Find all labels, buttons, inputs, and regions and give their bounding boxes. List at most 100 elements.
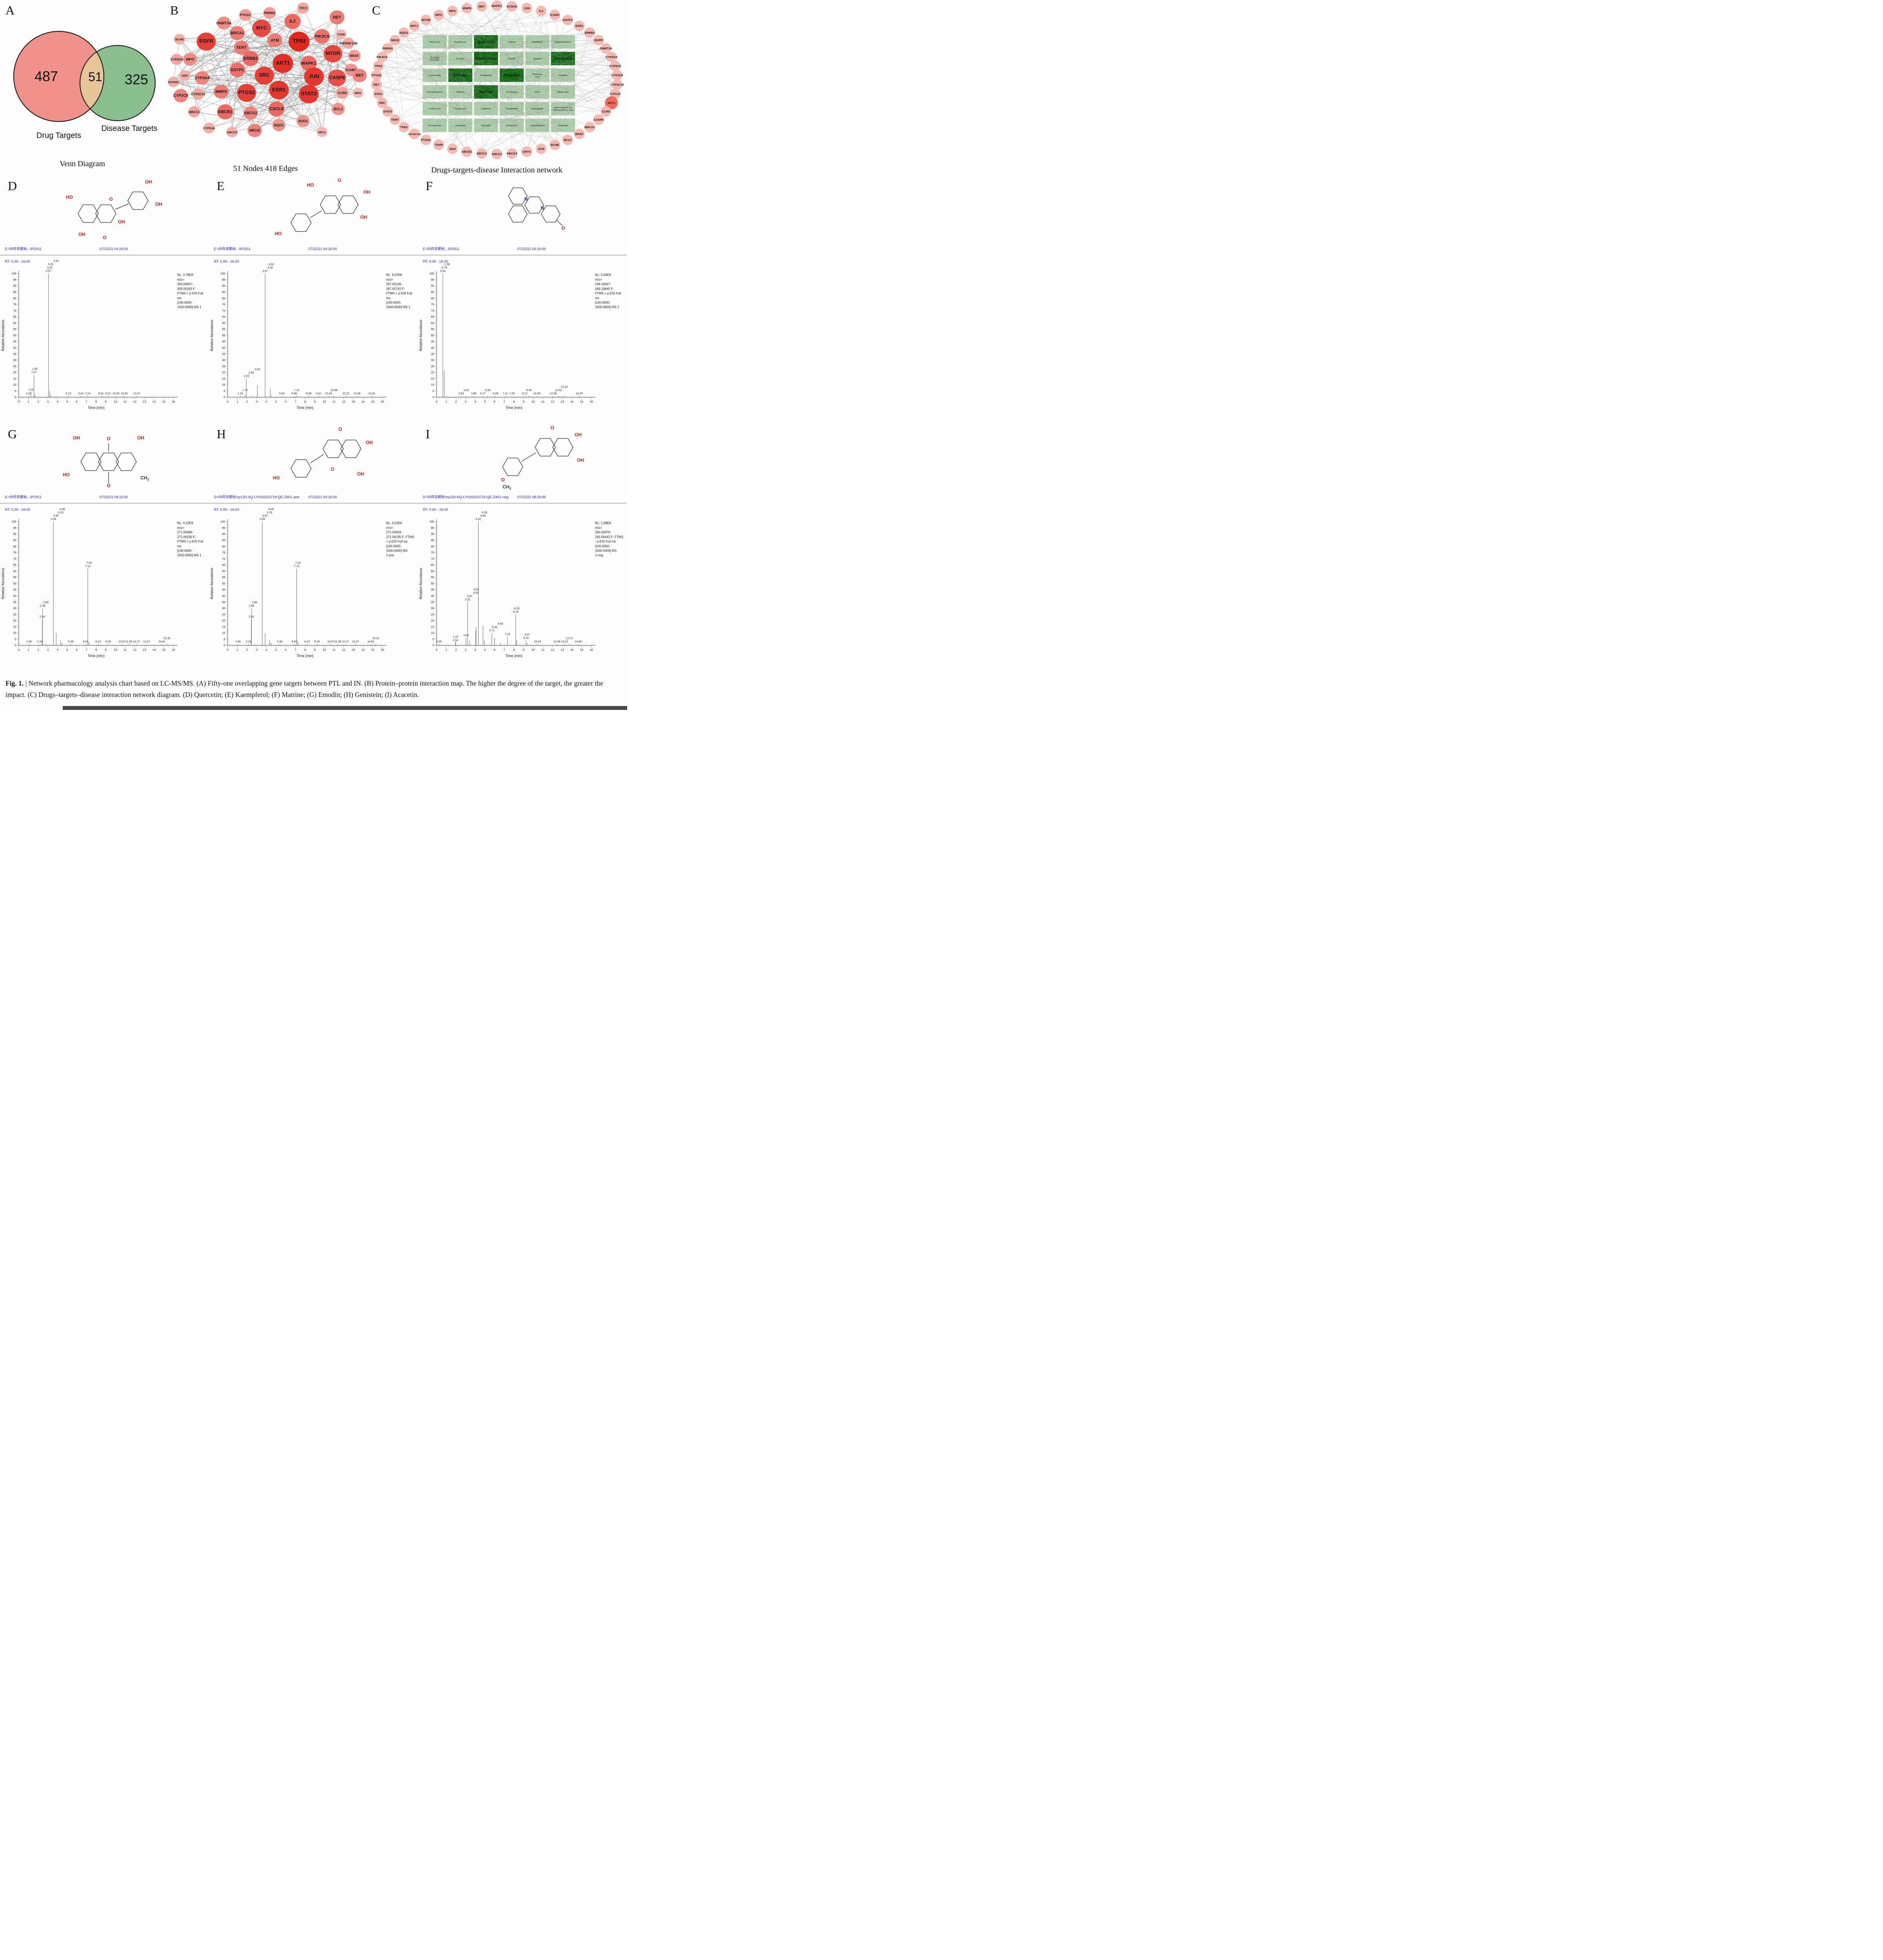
- network-node-ESR1: ESR1: [269, 80, 289, 100]
- peak-label: 0.64: [440, 270, 446, 272]
- svg-text:STAT3: STAT3: [383, 110, 392, 113]
- svg-text:PTGS1: PTGS1: [240, 13, 251, 17]
- svg-text:5: 5: [224, 389, 225, 393]
- ring-node-ABCG2: ABCG2: [506, 148, 517, 159]
- svg-text:13: 13: [143, 400, 146, 403]
- svg-text:Emodin: Emodin: [453, 73, 467, 78]
- chrom-file-path: E:\中药非靶标...\POS\1: [5, 247, 42, 251]
- network-node-MET: MET: [352, 69, 367, 82]
- svg-text:8: 8: [304, 648, 306, 652]
- svg-text:Osthole: Osthole: [508, 41, 515, 44]
- svg-text:m/z=: m/z=: [177, 526, 184, 530]
- svg-text:6: 6: [285, 400, 287, 403]
- peak-label: 12.21: [133, 392, 140, 395]
- svg-text:10: 10: [323, 648, 326, 652]
- ring-node-NQO1: NQO1: [399, 27, 410, 38]
- peak-label: 10.67: [118, 641, 125, 643]
- svg-text:55: 55: [431, 327, 434, 331]
- network-node-SOD1: SOD1: [296, 115, 310, 127]
- peak-label: 7.14: [294, 565, 299, 568]
- structure-atom-label: O: [109, 196, 112, 202]
- svg-text:PIK3CA: PIK3CA: [315, 34, 330, 39]
- svg-text:287.05742 F:: 287.05742 F:: [386, 287, 405, 290]
- figure-caption-number: Fig. 1.: [5, 679, 24, 687]
- peak-label: 8.29: [514, 608, 520, 610]
- network-node-NQO1: NQO1: [272, 119, 286, 132]
- svg-text:MET: MET: [356, 74, 364, 78]
- structure-ring: [534, 438, 556, 457]
- svg-text:m/z=: m/z=: [386, 526, 393, 530]
- chrom-y-axis-label: Relative Abundance: [1, 319, 5, 351]
- svg-text:14: 14: [361, 648, 365, 652]
- ring-node-DNMT3A: DNMT3A: [600, 43, 612, 54]
- peak-label: 9.24: [523, 637, 529, 640]
- svg-text:KCNH2: KCNH2: [507, 5, 517, 8]
- svg-text:30: 30: [222, 606, 225, 610]
- svg-text:3: 3: [465, 648, 466, 652]
- svg-text:90: 90: [222, 532, 225, 536]
- ring-node-BCHE: BCHE: [550, 140, 561, 151]
- svg-text:80: 80: [13, 296, 16, 300]
- peak-label: 4.80: [480, 515, 486, 517]
- svg-text:100: 100: [220, 520, 225, 524]
- svg-text:12: 12: [551, 648, 554, 652]
- svg-text:75: 75: [222, 303, 225, 306]
- svg-text:5: 5: [15, 637, 16, 641]
- svg-text:45: 45: [431, 588, 434, 592]
- svg-text:14: 14: [570, 648, 573, 652]
- ring-node-RET: RET: [371, 79, 382, 90]
- svg-text:[100.0000-: [100.0000-: [177, 549, 192, 553]
- panel-letter-F: F: [426, 179, 433, 193]
- svg-text:0: 0: [15, 396, 16, 399]
- svg-text:5: 5: [275, 400, 277, 403]
- network-node-MPG: MPG: [352, 88, 364, 98]
- peak-label: 7.26: [295, 562, 301, 564]
- ring-node-ICAM1: ICAM1: [550, 9, 561, 20]
- svg-text:Ferulic acid: Ferulic acid: [455, 108, 466, 110]
- svg-text:Apigenin: Apigenin: [533, 58, 542, 60]
- peak-label: 5.38: [68, 641, 74, 643]
- chrom-peaks: 1.031.25 1.571.65 3.073.203.293.87 5.13 6.42…: [26, 260, 140, 397]
- svg-text:CCR5: CCR5: [338, 91, 347, 95]
- panel-H: H HO O OH O OH D:\中药非靶标\zy130-AQ-LYH20210719…: [209, 423, 418, 671]
- svg-text:80: 80: [222, 296, 225, 300]
- svg-text:20: 20: [13, 371, 16, 374]
- svg-text:ABCC3: ABCC3: [492, 152, 502, 156]
- peak-label: 3.04: [463, 634, 469, 637]
- svg-text:4: 4: [474, 648, 476, 652]
- svg-text:30: 30: [13, 358, 16, 362]
- svg-text:m/z=: m/z=: [177, 278, 184, 281]
- svg-text:13: 13: [352, 400, 355, 403]
- peak-label: 15.32: [163, 637, 171, 640]
- svg-text:IL2: IL2: [539, 9, 543, 13]
- chromatogram-E: E:\中药非靶标...\POS\1 07/22/21 04:16:00 RT: 0.…: [209, 243, 418, 423]
- network-node-ABCC2: ABCC2: [188, 106, 200, 118]
- peak-label: 5.38: [277, 641, 283, 643]
- svg-text:15: 15: [431, 625, 434, 629]
- network-node-MTOR: MTOR: [323, 45, 343, 63]
- peak-label: 7.14: [294, 389, 299, 392]
- chromatogram-F: E:\中药非靶标...\POS\1 07/22/21 04:16:00 RT: 0.…: [418, 243, 627, 423]
- svg-text:55: 55: [13, 327, 16, 331]
- dtd-edges: [376, 5, 617, 154]
- svg-text:1500.0000] MS 1: 1500.0000] MS 1: [177, 554, 201, 557]
- svg-text:70: 70: [13, 309, 16, 312]
- svg-text:45: 45: [222, 340, 225, 343]
- svg-text:271.05693-: 271.05693-: [386, 531, 402, 534]
- svg-text:100: 100: [220, 272, 225, 275]
- svg-text:[100.0000-: [100.0000-: [595, 301, 610, 305]
- svg-text:25: 25: [13, 613, 16, 616]
- ring-node-ERBB2: ERBB2: [584, 27, 595, 38]
- svg-text:Rheic acid: Rheic acid: [430, 41, 440, 44]
- svg-text:ESR1: ESR1: [272, 87, 285, 93]
- svg-text:JUN: JUN: [524, 6, 530, 10]
- svg-text:TSHR: TSHR: [337, 33, 345, 36]
- chrom-peaks: 1.062.162.442.462.803.583.874.334.485.38…: [26, 508, 171, 646]
- ring-node-ATM: ATM: [536, 143, 547, 154]
- svg-text:GSTP1: GSTP1: [230, 68, 244, 72]
- svg-text:70: 70: [222, 309, 225, 312]
- chrom-x-axis-label: Time (min): [88, 406, 105, 410]
